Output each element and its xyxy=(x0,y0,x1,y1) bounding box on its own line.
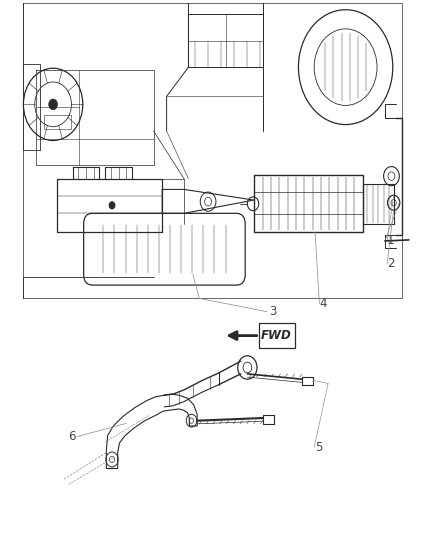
Text: 2: 2 xyxy=(387,257,395,270)
Text: 4: 4 xyxy=(319,297,327,310)
Text: 1: 1 xyxy=(387,235,395,247)
Text: 3: 3 xyxy=(269,305,276,318)
Text: 6: 6 xyxy=(68,430,76,443)
FancyBboxPatch shape xyxy=(259,323,294,349)
Circle shape xyxy=(49,99,57,110)
Text: 5: 5 xyxy=(315,441,322,454)
Circle shape xyxy=(109,201,115,209)
Text: FWD: FWD xyxy=(261,329,292,342)
